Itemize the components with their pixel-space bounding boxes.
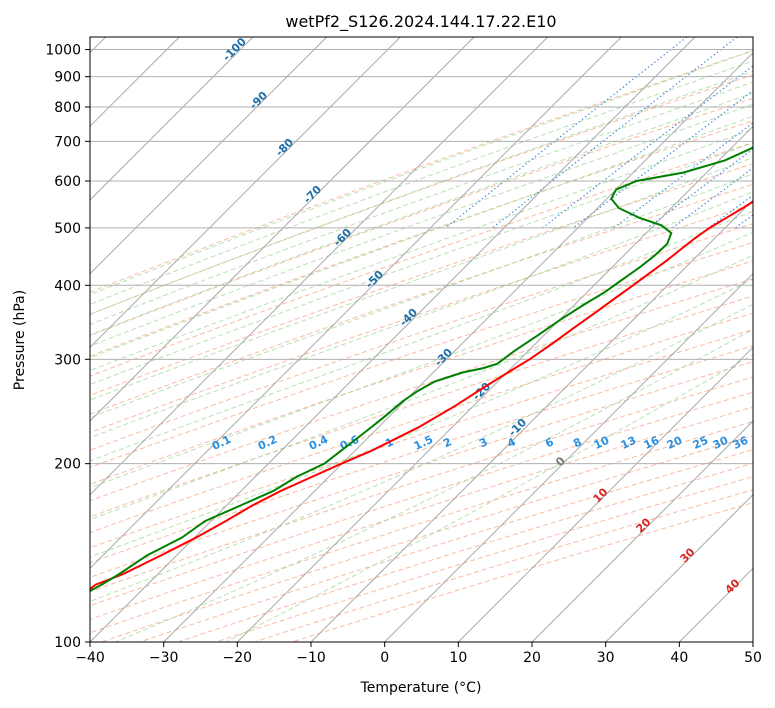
mixing-ratio-label: 25 — [691, 434, 710, 452]
dry-adiabat — [90, 329, 753, 549]
y-tick-label: 600 — [54, 174, 81, 190]
x-tick-label: −20 — [223, 650, 253, 666]
isotherm-line — [752, 641, 753, 642]
moist-adiabat — [90, 210, 753, 462]
y-tick-label: 300 — [54, 352, 81, 368]
mixing-ratio-label: 36 — [731, 434, 751, 452]
moist-adiabat — [90, 173, 753, 419]
dry-adiabat — [90, 223, 753, 451]
x-axis-label: Temperature (°C) — [360, 680, 482, 696]
plot-frame — [89, 36, 754, 643]
y-tick-label: 800 — [54, 100, 81, 116]
profiles — [90, 146, 753, 593]
isotherm-line — [310, 199, 753, 642]
isotherm-line — [90, 37, 254, 201]
x-axis-ticks: −40 −30 −20 −10 0 10 20 30 40 50 — [75, 642, 762, 666]
isotherm-line — [457, 346, 753, 642]
x-tick-label: −10 — [296, 650, 326, 666]
isotherm-line — [236, 125, 753, 642]
dry-adiabat — [90, 50, 753, 293]
dry-adiabat — [90, 361, 753, 578]
dewpoint-series-line — [90, 146, 753, 593]
isotherm-line — [90, 37, 475, 422]
moist-adiabat — [90, 254, 753, 521]
temperature-series-line — [90, 200, 753, 591]
mixing-ratio-line — [572, 89, 753, 229]
dry-adiabat — [90, 278, 753, 502]
y-tick-label: 200 — [54, 457, 81, 473]
y-tick-label: 1000 — [45, 43, 81, 59]
y-tick-label: 700 — [54, 134, 81, 150]
moist-adiabat — [90, 128, 753, 372]
x-tick-label: 10 — [449, 650, 467, 666]
mixing-ratio-label: 16 — [642, 434, 662, 452]
y-axis-label: Pressure (hPa) — [12, 290, 28, 390]
isotherm-line — [90, 37, 401, 349]
mixing-ratio-label: 10 — [592, 434, 612, 452]
chart-title: wetPf2_S126.2024.144.17.22.E10 — [285, 12, 556, 32]
x-tick-label: 40 — [670, 650, 688, 666]
mixing-ratio-line — [672, 167, 753, 229]
moist-adiabat — [90, 157, 753, 401]
x-tick-label: 30 — [597, 650, 615, 666]
dry-adiabat — [90, 163, 753, 396]
isotherm-line — [384, 272, 753, 642]
dry-adiabat — [90, 391, 753, 607]
moist-adiabat — [225, 354, 753, 642]
mixing-ratio-line — [542, 65, 753, 229]
moist-adiabat — [90, 103, 753, 347]
x-tick-label: −40 — [75, 650, 105, 666]
moist-adiabat — [90, 81, 753, 325]
dry-adiabat — [90, 142, 753, 377]
x-tick-label: 20 — [523, 650, 541, 666]
moist-adiabat — [90, 115, 753, 359]
dry-adiabat — [90, 312, 753, 533]
moist-adiabat — [90, 278, 753, 558]
isotherm-line — [605, 493, 753, 642]
moist-adiabat — [90, 231, 753, 489]
moist-adiabat — [90, 142, 753, 386]
mixing-ratio-label: 30 — [711, 434, 731, 452]
dry-adiabat — [90, 376, 753, 593]
y-axis-ticks: 1000 900 800 700 600 500 400 300 200 100 — [45, 43, 90, 651]
y-tick-label: 100 — [54, 635, 81, 651]
dry-adiabat — [90, 241, 753, 469]
mixing-ratio-label: 20 — [665, 434, 685, 452]
isotherm-line — [531, 420, 753, 642]
isotherm-line — [90, 37, 549, 496]
isotherm-line — [90, 37, 622, 570]
moist-adiabat — [90, 191, 753, 439]
y-tick-label: 500 — [54, 221, 81, 237]
dry-adiabat — [90, 345, 753, 564]
isotherm-line — [90, 37, 328, 275]
dry-adiabat — [90, 97, 753, 337]
moist-adiabat — [115, 328, 753, 642]
grid-lines — [90, 37, 753, 642]
y-tick-label: 400 — [54, 278, 81, 294]
x-tick-label: 0 — [380, 650, 389, 666]
moist-adiabat — [90, 70, 753, 315]
mixing-ratio-label: 13 — [619, 434, 638, 452]
isotherm-line — [163, 51, 753, 642]
x-tick-label: 50 — [744, 650, 762, 666]
y-tick-label: 900 — [54, 70, 81, 86]
x-tick-label: −30 — [149, 650, 179, 666]
dry-adiabat — [90, 295, 753, 518]
